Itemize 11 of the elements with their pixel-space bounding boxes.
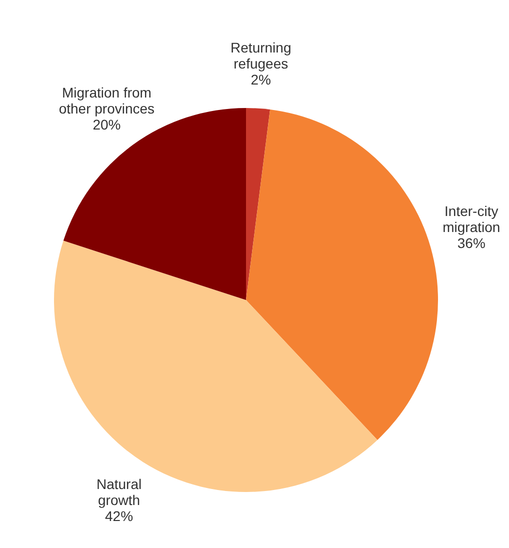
data-label: 36% bbox=[457, 234, 486, 251]
slice-label: Natural growth bbox=[96, 476, 142, 508]
slice-label: Inter-city migration bbox=[442, 202, 500, 235]
pie-slice bbox=[54, 240, 378, 492]
slice-label: Returning refugees bbox=[230, 39, 292, 72]
pie-slice bbox=[246, 110, 438, 440]
data-label: 20% bbox=[92, 116, 121, 132]
slice-label: Migration from other provinces bbox=[58, 84, 155, 116]
data-label: 42% bbox=[104, 508, 134, 524]
data-label: 2% bbox=[250, 71, 271, 88]
pie-slice bbox=[246, 108, 270, 300]
